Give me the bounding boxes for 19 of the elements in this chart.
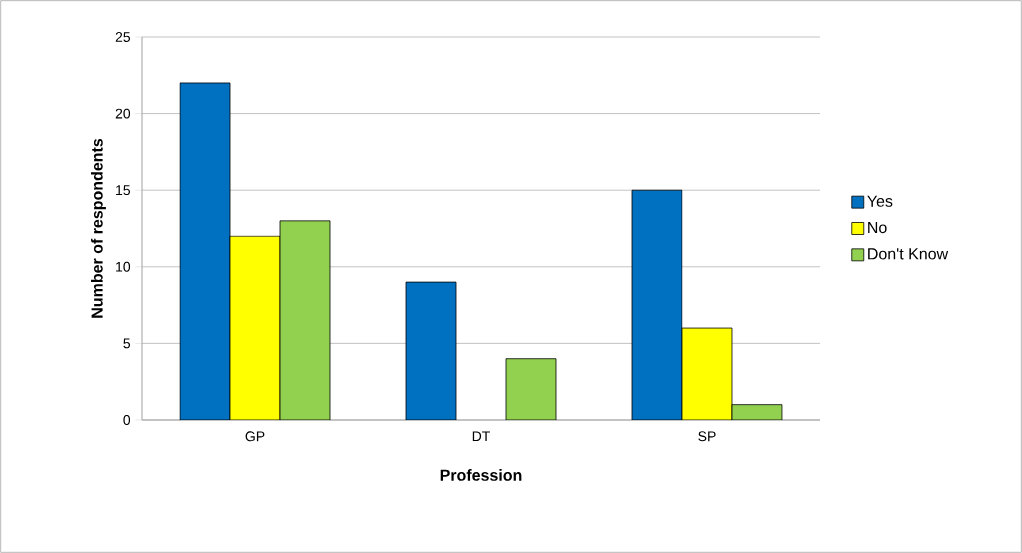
y-tick-label: 20 xyxy=(115,108,131,119)
y-tick-label: 25 xyxy=(115,32,131,42)
x-tick-label: DT xyxy=(472,431,490,441)
bar xyxy=(405,281,457,420)
x-axis-title: Profession xyxy=(440,469,522,481)
legend-label: Don't Know xyxy=(868,248,949,260)
y-tick-label: 5 xyxy=(123,338,131,349)
y-axis-title: Number of respondents xyxy=(91,138,106,318)
x-tick-label: GP xyxy=(245,431,265,442)
y-tick-label: 0 xyxy=(123,415,131,425)
bar xyxy=(681,327,733,420)
bar xyxy=(279,220,331,420)
legend-label: Yes xyxy=(867,195,893,207)
bar xyxy=(229,235,281,420)
legend-label: No xyxy=(868,222,887,234)
y-tick-label: 15 xyxy=(116,185,131,196)
y-tick-label: 10 xyxy=(116,261,131,272)
bar xyxy=(505,358,557,420)
x-tick-label: SP xyxy=(698,431,716,442)
